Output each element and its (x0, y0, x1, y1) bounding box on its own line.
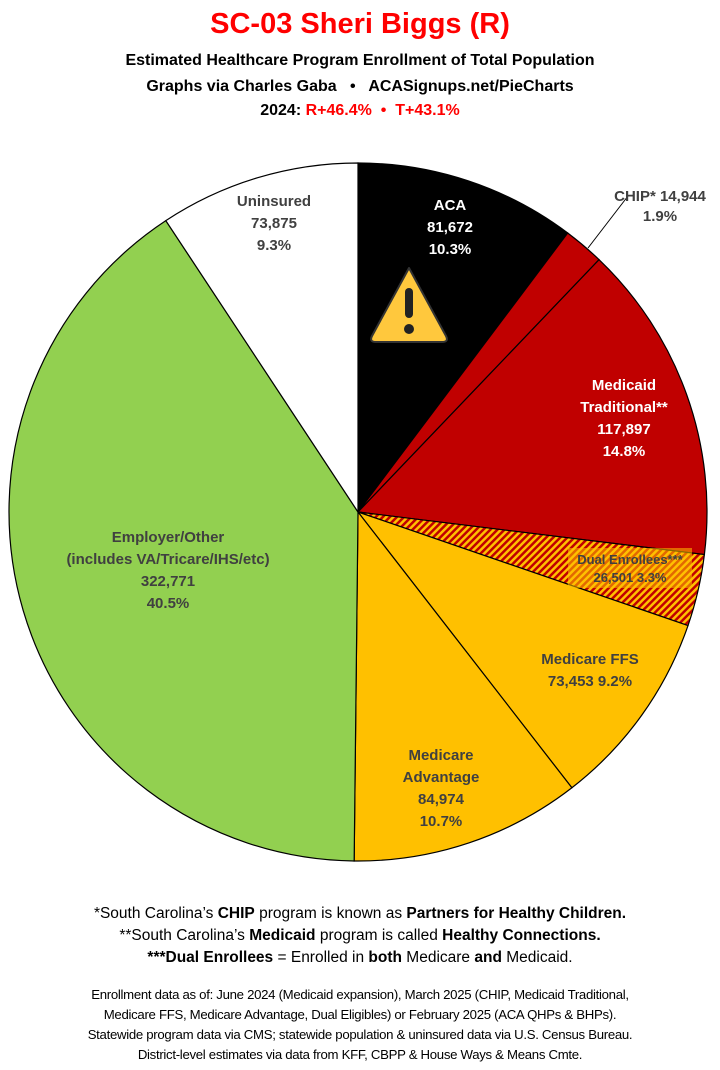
slice-label-medicaid: Medicaid (592, 377, 656, 394)
footnote-text: Medicare (401, 949, 475, 966)
slice-label-ma: Medicare (408, 747, 473, 764)
election-margins: 2024: R+46.4% • T+43.1% (0, 102, 720, 120)
slice-label-medicaid: 117,897 (597, 421, 650, 438)
slice-label-emp: (includes VA/Tricare/IHS/etc) (66, 551, 269, 568)
slice-label-aca: 81,672 (427, 219, 473, 236)
footnote-text: Medicaid (249, 927, 316, 944)
slice-label-aca: 10.3% (429, 241, 472, 258)
slice-label-chip: CHIP* 14,944 (614, 188, 706, 205)
slice-label-emp: 40.5% (147, 595, 190, 612)
year-label: 2024: (260, 102, 302, 119)
source-line: Statewide program data via CMS; statewid… (87, 1027, 633, 1042)
footnote-text: CHIP (217, 905, 255, 922)
chart-subtitle: Estimated Healthcare Program Enrollment … (125, 52, 595, 69)
warning-icon (370, 267, 448, 343)
chip-leader-line (587, 195, 629, 249)
footnote-text: both (368, 949, 402, 966)
slice-label-dual: 26,501 3.3% (593, 570, 666, 585)
footnote-text: Healthy Connections. (442, 927, 601, 944)
slice-label-ma: Advantage (403, 769, 480, 786)
footnote-text: Medicaid. (501, 949, 573, 966)
slice-label-ma: 10.7% (420, 813, 463, 830)
slice-label-aca: ACA (434, 197, 467, 214)
slice-label-ma: 84,974 (418, 791, 465, 808)
chart-title: SC-03 Sheri Biggs (R) (210, 8, 510, 40)
slice-label-ffs: 73,453 9.2% (548, 673, 632, 690)
footnote-text: program is called (315, 927, 443, 944)
source-line: Medicare FFS, Medicare Advantage, Dual E… (103, 1007, 617, 1022)
slice-label-emp: 322,771 (141, 573, 195, 590)
slice-label-ffs: Medicare FFS (541, 651, 639, 668)
footnote-text: *South Carolina’s (93, 905, 218, 922)
slice-label-unins: Uninsured (237, 193, 311, 210)
footnote-line: ***Dual Enrollees = Enrolled in both Med… (0, 947, 720, 969)
source-line: District-level estimates via data from K… (137, 1047, 583, 1062)
source-notes: Enrollment data as of: June 2024 (Medica… (0, 985, 720, 1065)
pie-slice-medicare-advantage (353, 510, 573, 862)
slice-label-medicaid: Traditional** (580, 399, 668, 416)
slice-label-emp: Employer/Other (112, 529, 225, 546)
slice-label-dual: Dual Enrollees*** (577, 552, 683, 567)
footnote-text: program is known as (254, 905, 407, 922)
slice-label-unins: 73,875 (251, 215, 297, 232)
pie-chart: ACA 81,672 10.3% CHIP* 14,944 1.9% Medicaid Tr… (8, 162, 708, 862)
footnotes: *South Carolina’s CHIP program is known … (0, 903, 720, 969)
footnote-text: and (474, 949, 502, 966)
slice-label-chip: 1.9% (643, 208, 677, 225)
slice-label-medicaid: 14.8% (603, 443, 646, 460)
footnote-text: **South Carolina’s (119, 927, 250, 944)
pie-slice-medicare-ffs (356, 510, 689, 789)
chart-credit: Graphs via Charles Gaba • ACASignups.net… (146, 78, 574, 95)
footnote-text: ***Dual Enrollees (147, 949, 274, 966)
margins-value: R+46.4% • T+43.1% (305, 102, 460, 119)
dual-label-background (568, 548, 692, 588)
pie-slice-uninsured (165, 162, 359, 514)
footnote-text: = Enrolled in (273, 949, 369, 966)
footnote-text: Partners for Healthy Children. (406, 905, 627, 922)
pie-slice-aca (357, 162, 569, 514)
source-line: Enrollment data as of: June 2024 (Medica… (91, 987, 629, 1002)
slice-label-unins: 9.3% (257, 237, 291, 254)
pie-slice-medicaid-traditional (356, 258, 708, 556)
footnote-line: *South Carolina’s CHIP program is known … (0, 903, 720, 925)
footnote-line: **South Carolina’s Medicaid program is c… (0, 925, 720, 947)
